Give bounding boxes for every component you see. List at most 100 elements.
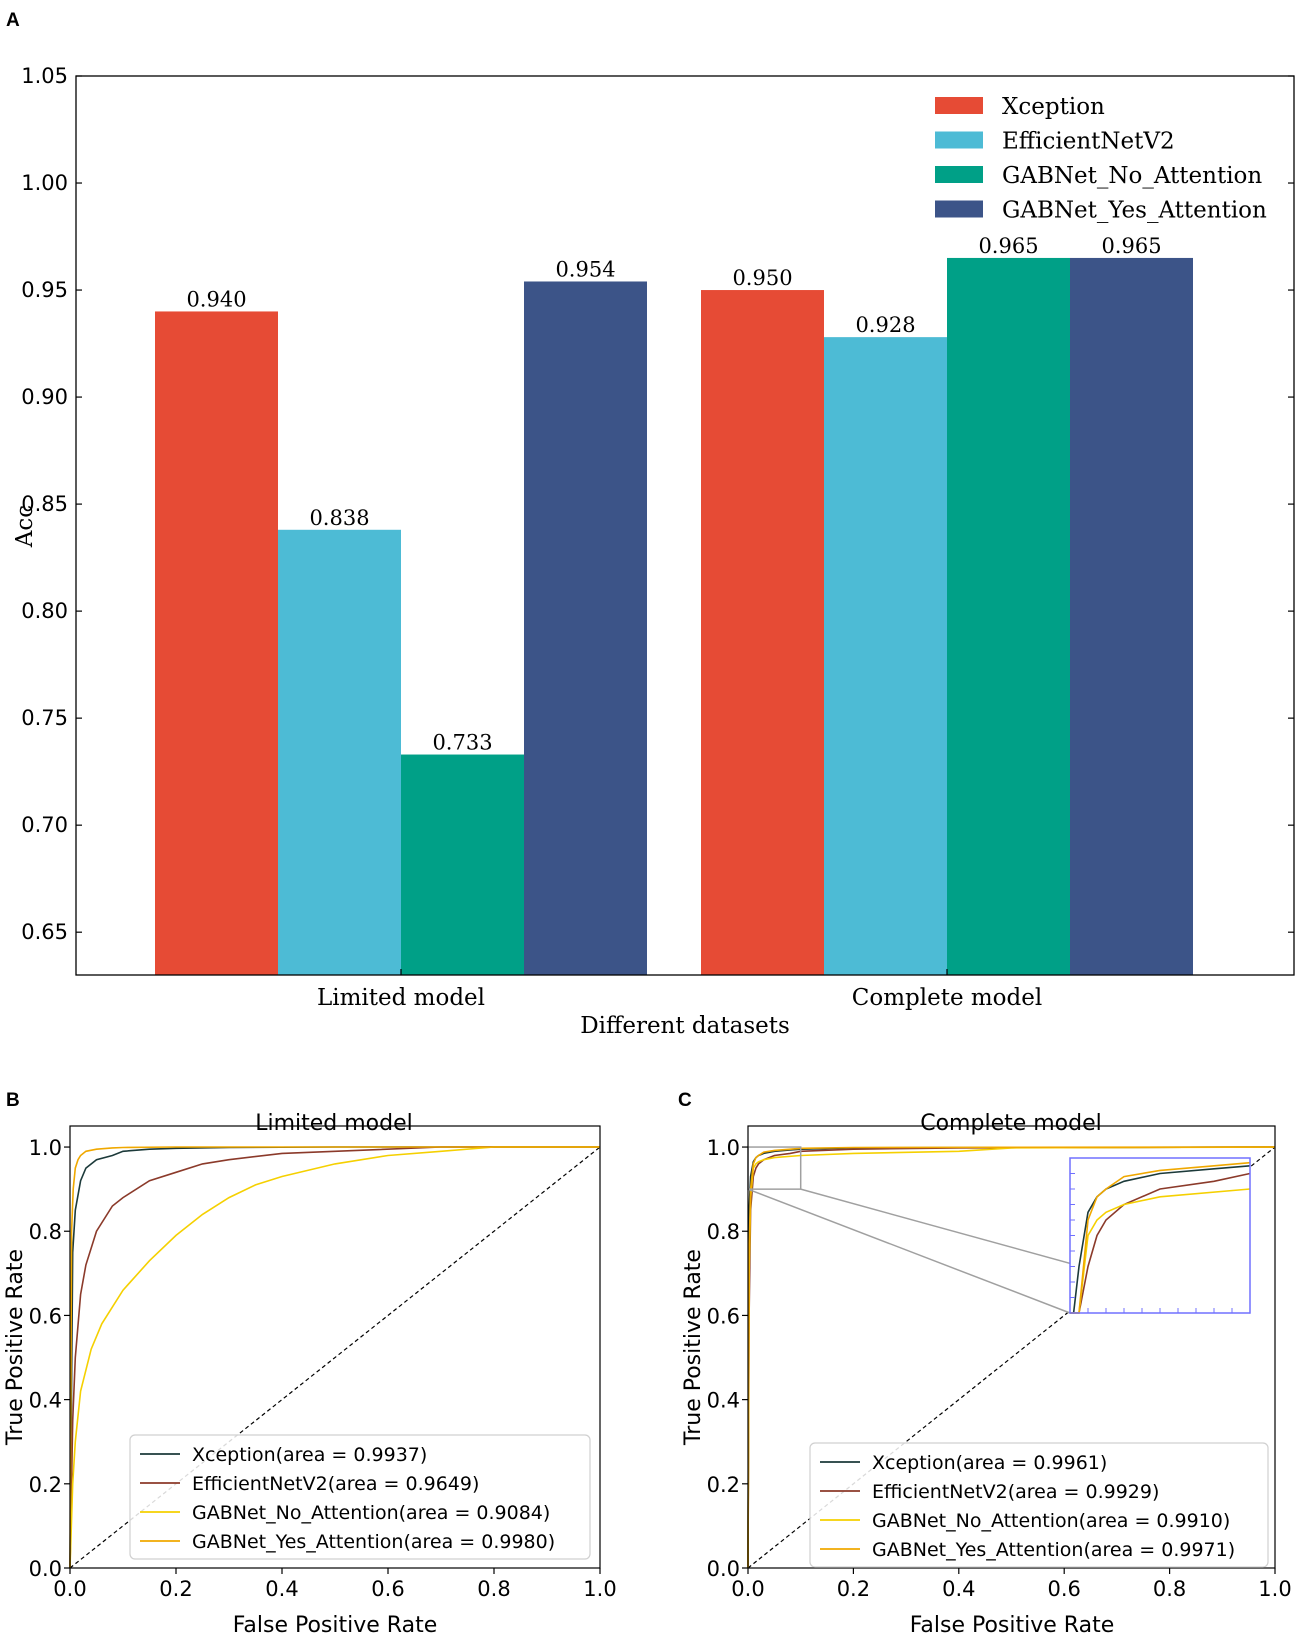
roc-x-tick-label: 0.2 (159, 1577, 192, 1601)
roc-limited-y-ticks: 0.0 0.2 0.4 0.6 0.8 1.0 (29, 1136, 70, 1581)
roc-complete-x-axis-label: False Positive Rate (910, 1613, 1114, 1637)
bar-y-tick-label: 0.65 (21, 920, 68, 944)
roc-legend-label: GABNet_No_Attention(area = 0.9084) (192, 1502, 550, 1524)
bar-x-ticks: Limited model Complete model (317, 969, 1042, 1011)
roc-limited-curves (69, 1146, 600, 1569)
roc-legend-label: Xception(area = 0.9961) (872, 1452, 1107, 1474)
bar-y-tick-label: 0.90 (21, 385, 68, 409)
roc-x-tick-label: 0.8 (1153, 1577, 1186, 1601)
roc-limited-frame (69, 1125, 601, 1569)
bar-x-tick-label: Complete model (852, 985, 1042, 1011)
bar-marks (155, 257, 1193, 976)
roc-y-tick-label: 0.4 (29, 1389, 62, 1413)
bar-legend: Xception EfficientNetV2 GABNet_No_Attentio… (935, 94, 1267, 224)
roc-x-tick-label: 0.4 (265, 1577, 298, 1601)
roc-y-tick-label: 0.2 (707, 1473, 740, 1497)
bar-3-0 (524, 281, 647, 975)
bar-legend-label: GABNet_Yes_Attention (1002, 198, 1267, 224)
bar-x-axis-label: Different datasets (580, 1013, 790, 1039)
bar-y-axis-label: Acc (12, 505, 38, 548)
bar-value-label: 0.928 (855, 313, 915, 337)
bar-3-1 (1070, 257, 1193, 975)
roc-x-tick-label: 0.4 (942, 1577, 975, 1601)
roc-limited-x-axis-label: False Positive Rate (233, 1613, 437, 1637)
bar-y-tick-label: 0.85 (21, 492, 68, 516)
roc-complete-inset (1069, 1157, 1251, 1314)
bar-y-tick-label: 1.00 (21, 171, 68, 195)
bar-0-1 (701, 290, 824, 975)
roc-x-tick-label: 0.6 (371, 1577, 404, 1601)
roc-legend-frame (129, 1434, 591, 1560)
roc-legend-label: GABNet_No_Attention(area = 0.9910) (872, 1510, 1230, 1532)
roc-legend-label: EfficientNetV2(area = 0.9929) (872, 1481, 1159, 1503)
bar-legend-label: GABNet_No_Attention (1002, 163, 1262, 189)
roc-chart-limited: Limited model 0.0 0.2 0.4 0.6 0.8 1.0 0.00.20… (3, 1111, 617, 1637)
bar-legend-swatch-0 (935, 97, 983, 114)
roc-y-tick-label: 0.8 (29, 1220, 62, 1244)
bar-value-label: 0.954 (555, 257, 615, 281)
roc-x-tick-label: 0.2 (837, 1577, 870, 1601)
bar-plot-frame (75, 75, 1295, 976)
roc-y-tick-label: 0.6 (29, 1304, 62, 1328)
panel-letter-c: C (678, 1090, 692, 1111)
bar-value-label: 0.965 (978, 234, 1038, 258)
bar-y-tick-label: 0.75 (21, 706, 68, 730)
bar-legend-swatch-3 (935, 200, 983, 218)
roc-limited-x-ticks: 0.0 0.2 0.4 0.6 0.8 1.0 (53, 1568, 617, 1601)
roc-complete-legend: Xception(area = 0.9961) EfficientNetV2(ar… (809, 1442, 1269, 1568)
roc-limited-legend: Xception(area = 0.9937) EfficientNetV2(ar… (129, 1434, 591, 1560)
bar-legend-label: EfficientNetV2 (1002, 129, 1175, 155)
roc-y-tick-label: 0.0 (707, 1557, 740, 1581)
bar-legend-swatch-2 (935, 166, 983, 183)
bar-2-0 (401, 754, 524, 975)
bar-y-tick-label: 0.95 (21, 278, 68, 302)
roc-curve-1-3 (69, 1146, 600, 1569)
roc-complete-y-axis-label: True Positive Rate (681, 1249, 706, 1446)
roc-x-tick-label: 1.0 (583, 1577, 616, 1601)
roc-complete-inset-ticks (1069, 1157, 1251, 1314)
roc-y-tick-label: 0.8 (707, 1220, 740, 1244)
roc-y-tick-label: 0.2 (29, 1473, 62, 1497)
bar-legend-swatch-1 (935, 131, 983, 149)
roc-chart-complete: Complete model 0.0 0.2 0.4 0.6 0.8 1.0 0.0 0.2… (681, 1111, 1292, 1637)
roc-complete-x-ticks: 0.0 0.2 0.4 0.6 0.8 1.0 (731, 1568, 1292, 1601)
bar-0-0 (155, 311, 278, 975)
roc-y-tick-label: 1.0 (29, 1136, 62, 1160)
panel-letter-b: B (6, 1090, 20, 1111)
bar-value-label: 0.838 (309, 506, 369, 530)
panel-letter-a: A (6, 10, 20, 31)
roc-y-tick-label: 0.0 (29, 1557, 62, 1581)
bar-value-label: 0.950 (732, 266, 792, 290)
roc-complete-y-ticks: 0.0 0.2 0.4 0.6 0.8 1.0 (707, 1136, 748, 1581)
bar-value-label: 0.733 (432, 731, 492, 755)
bar-x-tick-label: Limited model (317, 985, 485, 1011)
roc-x-tick-label: 0.8 (477, 1577, 510, 1601)
roc-x-tick-label: 1.0 (1258, 1577, 1291, 1601)
roc-limited-title: Limited model (255, 1111, 413, 1136)
bar-y-tick-label: 0.80 (21, 599, 68, 623)
roc-y-tick-label: 1.0 (707, 1136, 740, 1160)
bar-legend-label: Xception (1002, 94, 1105, 120)
bar-y-ticks: 0.65 0.70 0.75 0.80 0.85 0.90 0.95 1.00 1.05 (21, 64, 1294, 944)
roc-x-tick-label: 0.6 (1047, 1577, 1080, 1601)
bar-value-label: 0.965 (1101, 234, 1161, 258)
roc-curve-1-1 (69, 1146, 600, 1569)
roc-complete-curves (747, 1146, 1276, 1569)
roc-curve-2-3 (747, 1146, 1276, 1569)
bar-value-label: 0.940 (186, 287, 246, 311)
bar-y-tick-label: 0.70 (21, 813, 68, 837)
roc-legend-label: Xception(area = 0.9937) (192, 1444, 427, 1466)
bar-1-0 (278, 529, 401, 975)
bar-value-labels: 0.940 0.950 0.838 0.928 0.733 0.965 0.954 0.965 (186, 234, 1161, 755)
roc-limited-y-axis-label: True Positive Rate (3, 1249, 28, 1446)
roc-curve-1-2 (69, 1146, 600, 1569)
roc-legend-frame (809, 1442, 1269, 1568)
roc-complete-inset-background (1070, 1158, 1250, 1313)
roc-y-tick-label: 0.6 (707, 1304, 740, 1328)
roc-legend-label: GABNet_Yes_Attention(area = 0.9971) (872, 1539, 1235, 1561)
roc-complete-zoom-connector-bottom (747, 1188, 1071, 1314)
roc-x-tick-label: 0.0 (53, 1577, 86, 1601)
roc-legend-label: GABNet_Yes_Attention(area = 0.9980) (192, 1531, 555, 1553)
roc-x-tick-label: 0.0 (731, 1577, 764, 1601)
